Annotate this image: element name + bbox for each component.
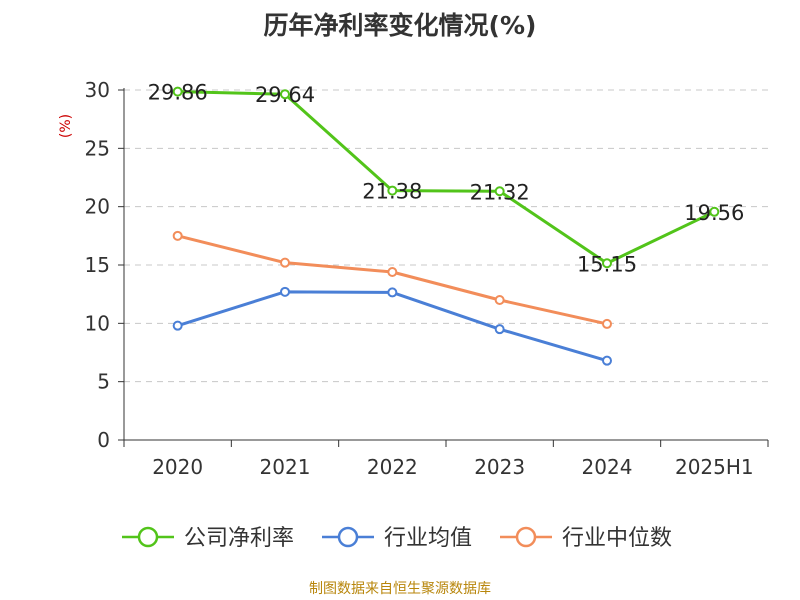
data-point	[172, 320, 183, 331]
data-point	[602, 355, 612, 366]
series-line	[177, 90, 715, 265]
data-label: 15.15	[577, 252, 637, 276]
legend-marker	[515, 526, 537, 548]
data-point	[280, 89, 290, 100]
data-point	[387, 185, 398, 196]
grid-lines	[124, 89, 768, 383]
data-point	[172, 86, 183, 97]
x-tick-label: 2025H1	[675, 455, 754, 479]
legend-item: 行业中位数	[500, 526, 672, 551]
legend: 公司净利率 行业均值 行业中位数	[122, 526, 672, 551]
data-label: 21.38	[362, 180, 422, 204]
footer-source-note: 制图数据来自恒生聚源数据库	[309, 581, 491, 597]
legend-marker	[337, 526, 359, 548]
legend-item: 行业均值	[322, 526, 472, 551]
legend-label: 公司净利率	[184, 526, 294, 551]
data-point	[494, 295, 505, 305]
y-tick-label: 15	[85, 253, 110, 277]
axes: 0 5 10 15 20 25 30 2020 2021 2022 2023 2024 2025H1	[85, 78, 769, 479]
x-tick-label: 2021	[260, 455, 311, 479]
series-line	[177, 234, 608, 326]
series-lines	[172, 86, 720, 366]
legend-item: 公司净利率	[122, 526, 294, 551]
series-line	[177, 290, 608, 363]
x-tick-label: 2020	[152, 455, 203, 479]
legend-marker	[137, 526, 159, 548]
data-point	[494, 324, 505, 335]
data-label: 29.86	[148, 81, 208, 105]
data-point	[280, 257, 290, 268]
data-point	[280, 286, 290, 297]
data-point	[494, 186, 505, 197]
data-labels: 29.86 29.64 21.38 21.32 15.15 19.56	[148, 81, 745, 277]
data-label: 29.64	[255, 83, 315, 107]
data-point	[602, 318, 612, 329]
y-tick-label: 30	[85, 78, 110, 102]
chart-title: 历年净利率变化情况(%)	[263, 11, 537, 40]
data-label: 21.32	[470, 180, 530, 204]
data-point	[387, 267, 398, 277]
y-axis-unit-label: (%)	[58, 114, 74, 138]
legend-label: 行业均值	[384, 526, 472, 551]
data-point	[709, 206, 720, 217]
data-point	[172, 230, 183, 241]
data-label: 19.56	[684, 201, 744, 225]
data-point	[602, 258, 612, 269]
legend-label: 行业中位数	[562, 526, 672, 551]
x-tick-label: 2023	[474, 455, 525, 479]
y-tick-label: 10	[85, 311, 110, 335]
x-tick-label: 2022	[367, 455, 418, 479]
x-tick-label: 2024	[582, 455, 633, 479]
data-point	[387, 287, 398, 298]
y-tick-label: 0	[97, 428, 110, 452]
y-tick-label: 20	[85, 195, 110, 219]
y-tick-label: 25	[85, 136, 110, 160]
y-tick-label: 5	[97, 370, 110, 394]
